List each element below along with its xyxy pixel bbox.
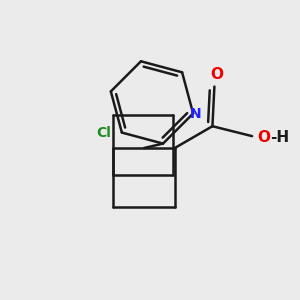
- Text: -H: -H: [270, 130, 289, 145]
- Text: O: O: [210, 67, 223, 82]
- Text: N: N: [189, 107, 201, 122]
- Text: O: O: [257, 130, 270, 145]
- Text: Cl: Cl: [97, 126, 112, 140]
